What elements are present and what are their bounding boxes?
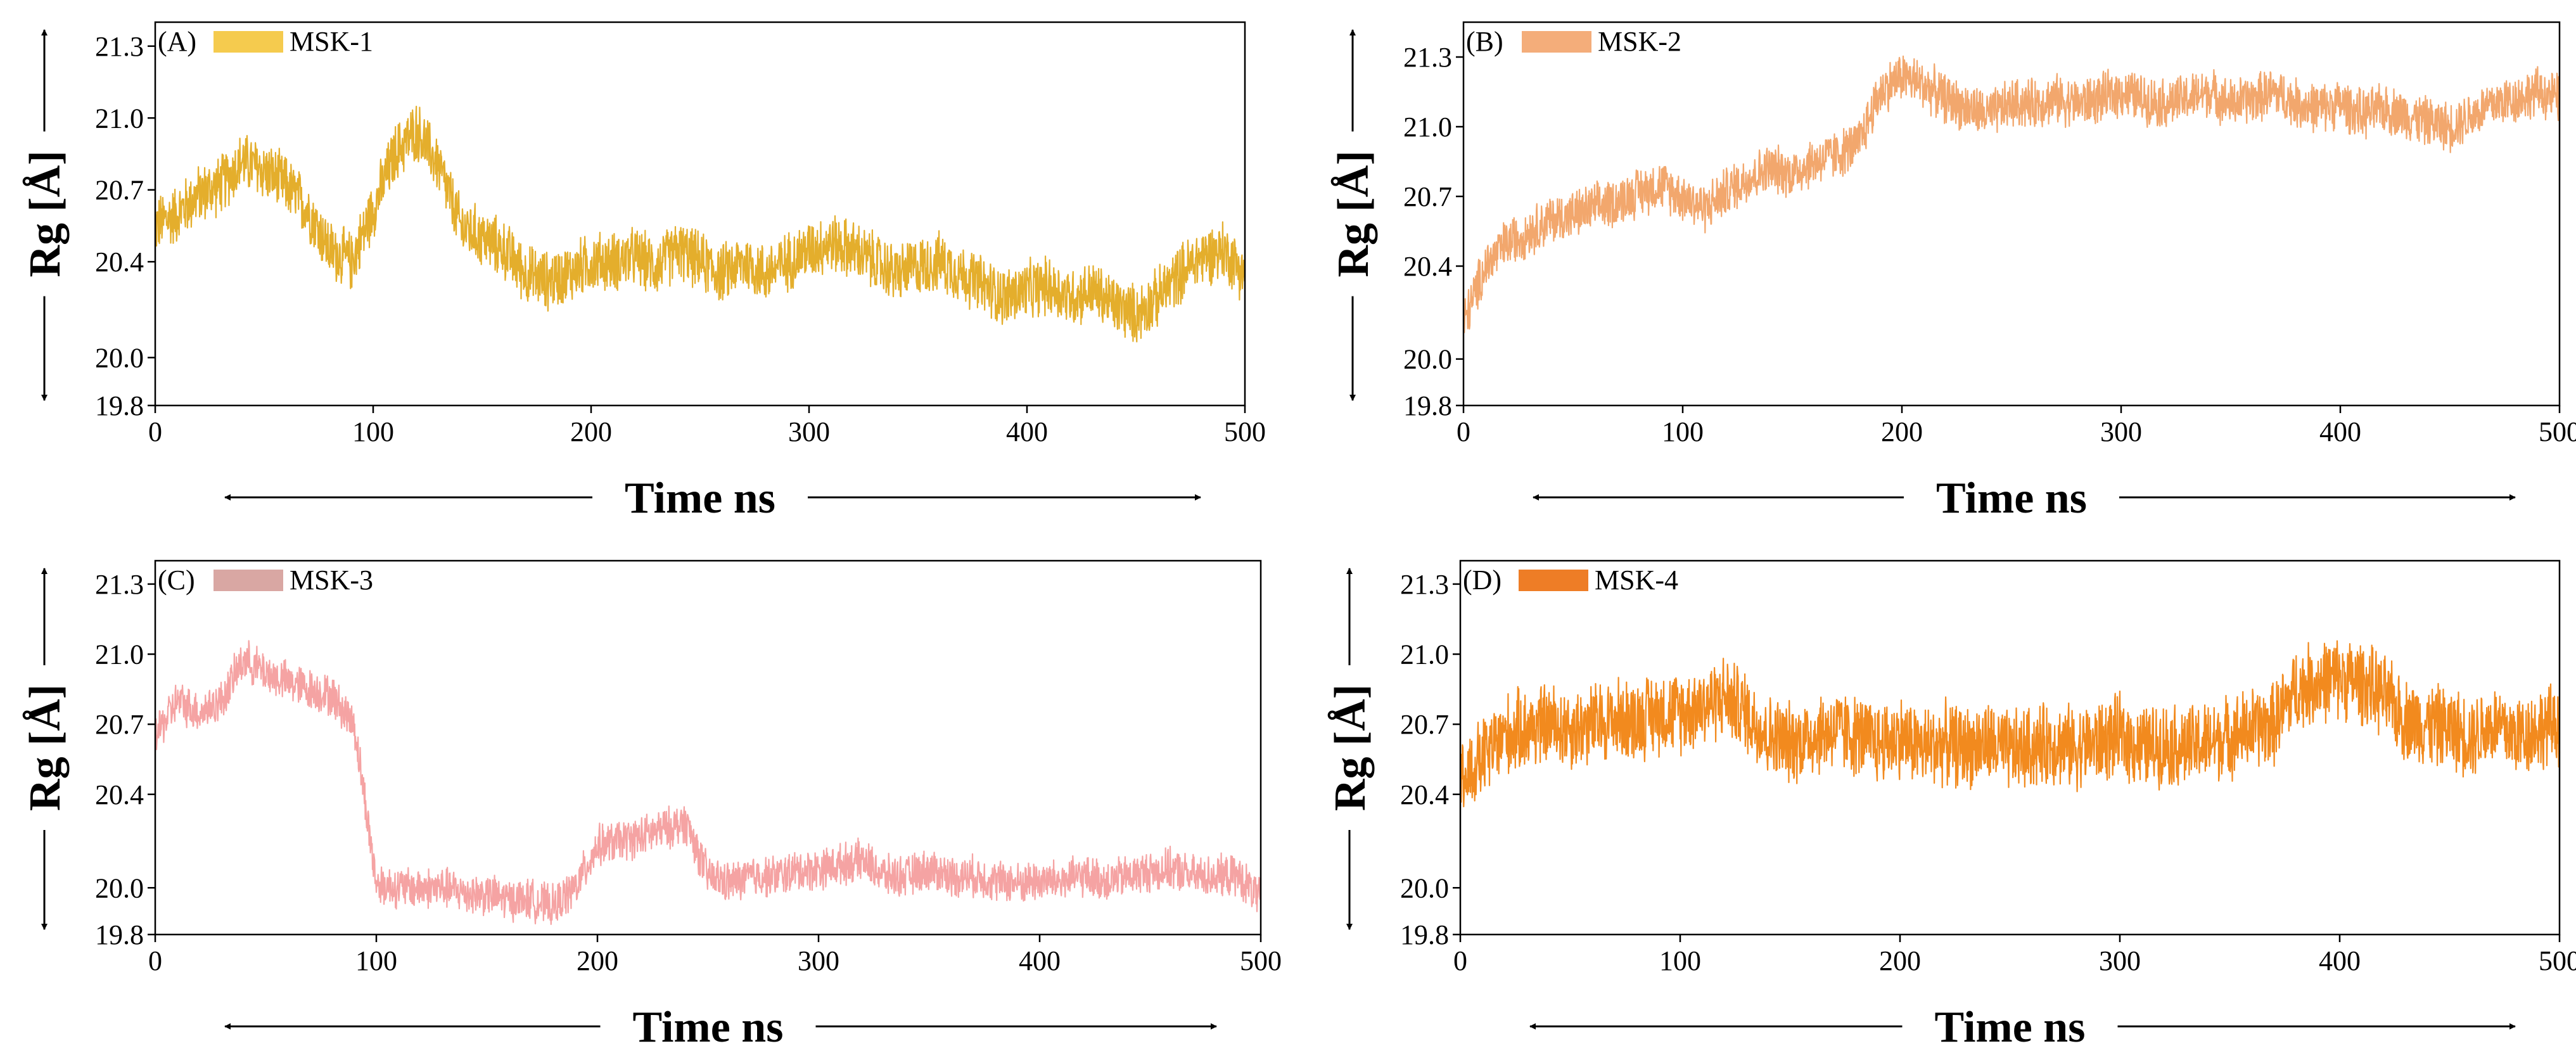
panel-label: (B) [1466,26,1503,57]
x-axis-title: Time ns [633,1003,784,1052]
x-tick-label: 400 [1006,416,1048,447]
x-tick-label: 100 [352,416,394,447]
x-tick-label: 500 [2539,945,2576,976]
x-tick-label: 400 [2319,416,2361,447]
x-tick-label: 0 [148,416,162,447]
plot-frame [154,559,1262,936]
x-axis-title: Time ns [1936,474,2087,523]
y-tick-label: 19.8 [1403,390,1452,421]
series-line-MSK-2 [1462,55,2561,333]
legend-label: MSK-4 [1595,565,1678,596]
y-tick-label: 20.7 [1403,181,1452,212]
y-tick-label: 19.8 [95,390,144,421]
y-tick-label: 20.7 [1400,709,1449,740]
y-axis-title: Rg [Å] [21,150,70,277]
y-tick-label: 20.4 [95,246,144,278]
x-tick-label: 0 [1453,945,1467,976]
x-tick-label: 200 [1881,416,1923,447]
y-tick-label: 21.3 [95,569,144,600]
y-tick-label: 19.8 [95,919,144,950]
y-tick-label: 21.0 [1400,639,1449,670]
panel-label: (D) [1463,565,1502,596]
chart-panel-2: 19.8 20.0 20.4 20.7 21.0 21.3 0 100 200 300 400 500… [1329,21,2576,523]
y-axis-title: Rg [Å] [1326,684,1375,811]
y-tick-label: 21.0 [1403,112,1452,143]
legend-swatch [1519,570,1588,591]
y-tick-label: 20.0 [95,872,144,903]
chart-panel-4: 19.8 20.0 20.4 20.7 21.0 21.3 0 100 200 300 400 500… [1326,559,2576,1052]
x-tick-label: 500 [2539,416,2576,447]
y-axis-title: Rg [Å] [21,684,70,811]
y-axis-title: Rg [Å] [1329,150,1378,277]
x-tick-label: 200 [577,945,618,976]
plot-frame [154,21,1246,407]
y-tick-label: 19.8 [1400,919,1449,950]
chart-panel-1: 19.8 20.0 20.4 20.7 21.0 21.3 0 100 200 300 400 500… [21,21,1266,523]
x-tick-label: 300 [2100,416,2142,447]
series-line-MSK-4 [1459,640,2561,808]
x-tick-label: 500 [1240,945,1282,976]
y-tick-label: 21.3 [1400,569,1449,600]
y-tick-label: 21.3 [1403,42,1452,73]
legend-swatch [214,31,283,53]
series-line-MSK-3 [154,640,1262,926]
x-tick-label: 200 [570,416,612,447]
x-tick-label: 300 [788,416,830,447]
legend-swatch [214,570,283,591]
x-tick-label: 500 [1224,416,1266,447]
x-tick-label: 100 [355,945,397,976]
x-tick-label: 300 [2099,945,2141,976]
panel-label: (C) [158,565,195,596]
legend-label: MSK-3 [290,565,373,596]
y-tick-label: 20.7 [95,175,144,206]
panel-label: (A) [158,26,196,57]
legend-label: MSK-1 [290,26,373,57]
x-tick-label: 0 [148,945,162,976]
y-tick-label: 20.4 [1400,779,1449,810]
x-axis-title: Time ns [1935,1003,2086,1052]
y-tick-label: 20.0 [95,342,144,373]
y-tick-label: 21.0 [95,103,144,134]
y-tick-label: 20.0 [1400,872,1449,903]
x-tick-label: 0 [1457,416,1470,447]
chart-panel-3: 19.8 20.0 20.4 20.7 21.0 21.3 0 100 200 300 400 500… [21,559,1282,1052]
x-tick-label: 100 [1662,416,1704,447]
plot-frame [1462,21,2561,407]
legend-swatch [1522,31,1591,53]
plot-frame [1459,559,2561,936]
y-tick-label: 21.3 [95,31,144,62]
y-tick-label: 20.4 [1403,251,1452,282]
series-line-MSK-1 [154,105,1246,343]
x-tick-label: 400 [1019,945,1061,976]
legend-label: MSK-2 [1598,26,1681,57]
x-axis-title: Time ns [625,474,775,523]
y-tick-label: 21.0 [95,639,144,670]
y-tick-label: 20.0 [1403,344,1452,375]
x-tick-label: 200 [1879,945,1921,976]
x-tick-label: 100 [1659,945,1701,976]
y-tick-label: 20.7 [95,709,144,740]
x-tick-label: 300 [798,945,839,976]
x-tick-label: 400 [2319,945,2361,976]
y-tick-label: 20.4 [95,779,144,810]
